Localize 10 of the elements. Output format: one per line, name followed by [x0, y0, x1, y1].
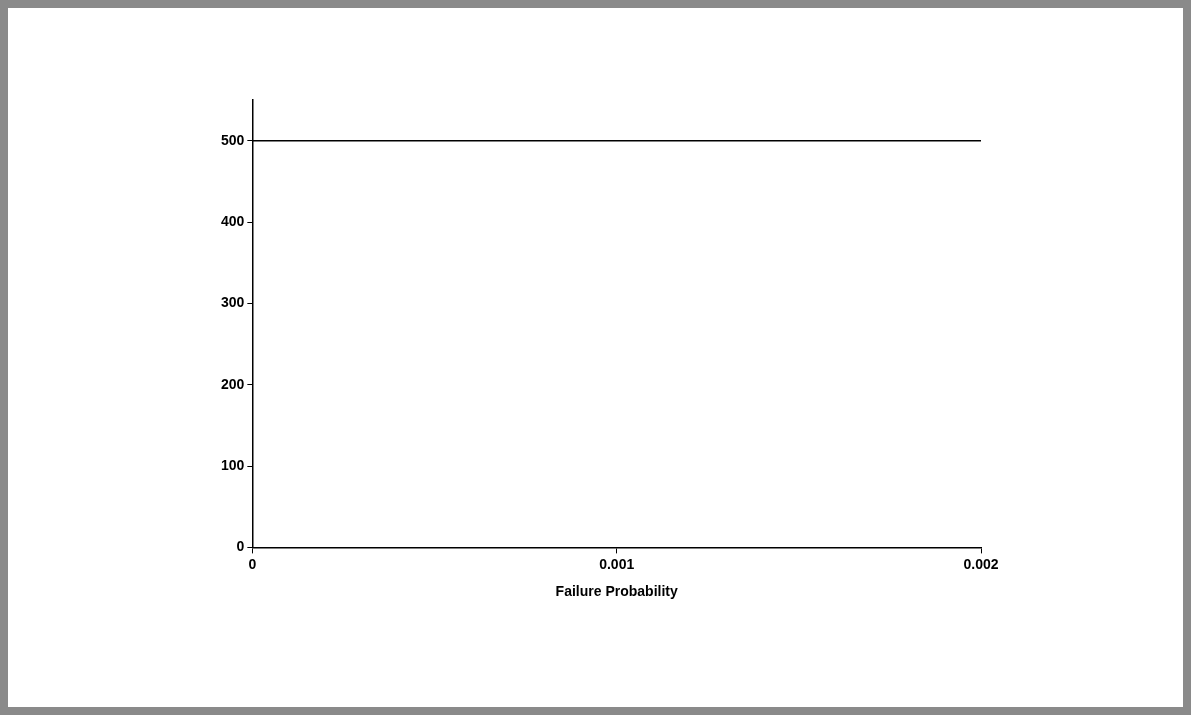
- y-tick-label: 200: [221, 375, 245, 392]
- x-tick-label: 0.002: [963, 555, 999, 572]
- x-tick-label: 0.001: [599, 555, 635, 572]
- y-tick-label: 100: [221, 456, 245, 473]
- y-tick-label: 400: [221, 212, 245, 229]
- x-axis-title: Failure Probability: [555, 583, 678, 600]
- x-tick-label: 0: [248, 555, 257, 572]
- y-tick-label: 500: [221, 131, 245, 148]
- y-tick-label: 300: [221, 294, 245, 311]
- y-tick-label: 0: [236, 538, 245, 555]
